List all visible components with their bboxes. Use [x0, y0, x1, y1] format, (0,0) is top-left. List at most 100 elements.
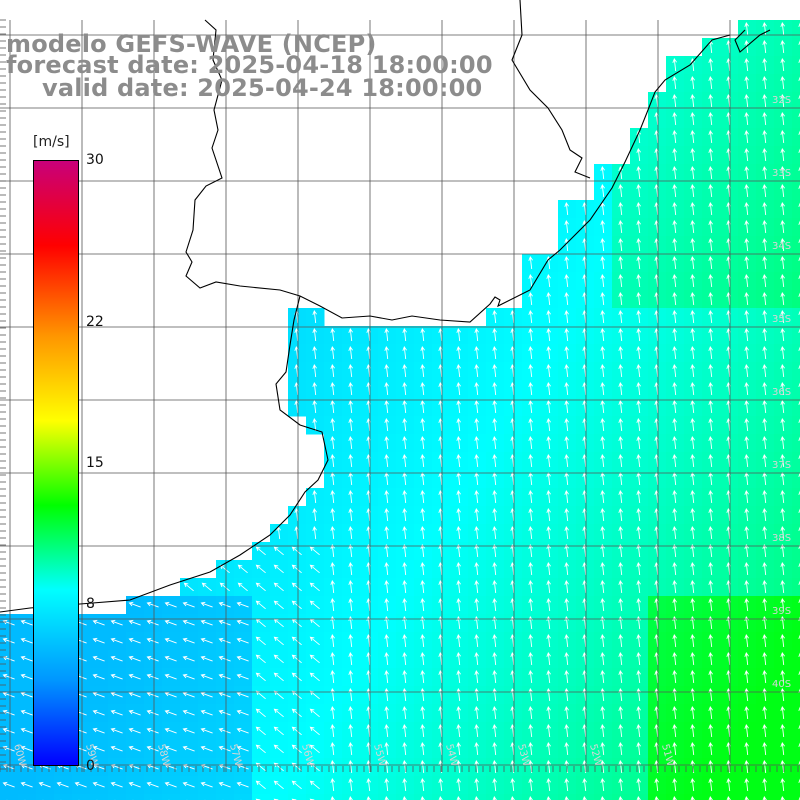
wind-arrow: [402, 760, 407, 774]
wind-arrow: [309, 636, 320, 646]
wind-arrow: [146, 691, 159, 698]
wind-arrow: [348, 328, 353, 342]
wind-arrow: [708, 436, 713, 450]
wind-arrow: [330, 544, 335, 558]
wind-arrow: [146, 655, 159, 662]
wind-arrow: [798, 778, 800, 783]
wind-arrow: [348, 652, 353, 666]
speed-cell: [0, 794, 19, 800]
wind-arrow: [492, 670, 497, 684]
wind-arrow: [492, 508, 497, 522]
wind-arrow: [708, 130, 713, 144]
wind-arrow: [672, 490, 677, 504]
wind-arrow: [618, 652, 623, 666]
wind-arrow: [636, 454, 641, 468]
wind-arrow: [564, 382, 569, 396]
wind-arrow: [564, 724, 569, 738]
wind-arrow: [636, 238, 641, 252]
wind-arrow: [330, 688, 335, 702]
wind-arrow: [708, 544, 713, 558]
graticule: [0, 19, 800, 772]
speed-cell: [648, 794, 667, 800]
wind-arrow: [672, 94, 677, 108]
wind-arrow: [420, 742, 425, 756]
wind-arrow: [780, 490, 785, 504]
wind-arrow: [309, 726, 320, 736]
wind-arrow: [402, 382, 407, 396]
wind-arrow: [348, 580, 353, 594]
wind-arrow: [798, 22, 800, 27]
wind-arrow: [744, 544, 749, 558]
wind-arrow: [330, 328, 335, 342]
wind-arrow: [255, 726, 266, 736]
wind-arrow: [456, 364, 461, 378]
wind-arrow: [402, 634, 407, 648]
wind-arrow: [528, 310, 533, 324]
wind-arrow: [600, 778, 605, 792]
wind-arrow: [798, 364, 800, 369]
wind-arrow: [618, 364, 623, 378]
speed-cell: [468, 794, 487, 800]
wind-arrow: [474, 418, 479, 432]
speed-cell: [216, 794, 235, 800]
wind-arrow: [546, 508, 551, 522]
wind-arrow: [384, 526, 389, 540]
wind-arrow: [546, 418, 551, 432]
wind-arrow: [546, 760, 551, 774]
speed-cell: [180, 794, 199, 800]
wind-arrow: [546, 526, 551, 540]
wind-arrow: [402, 436, 407, 450]
wind-arrow: [564, 238, 569, 252]
wind-arrow: [744, 598, 749, 612]
wind-arrow: [38, 781, 51, 788]
wind-arrow: [348, 598, 353, 612]
wind-arrow: [200, 601, 213, 608]
wind-arrow: [330, 454, 335, 468]
wind-arrow: [780, 382, 785, 396]
wind-arrow: [780, 94, 785, 108]
wind-arrow: [744, 274, 749, 288]
wind-arrow: [146, 601, 159, 608]
wind-arrow: [200, 655, 213, 662]
wind-arrow: [546, 580, 551, 594]
wind-arrow: [291, 546, 302, 556]
wind-arrow: [546, 490, 551, 504]
wind-arrow: [654, 778, 659, 792]
wind-arrow: [348, 490, 353, 504]
wind-arrow: [546, 310, 551, 324]
wind-arrow: [182, 709, 195, 716]
latitude-label: 32S: [772, 95, 791, 106]
wind-arrow: [798, 742, 800, 747]
speed-cell: [522, 794, 541, 800]
wind-arrow: [780, 598, 785, 612]
wind-arrow: [546, 598, 551, 612]
wind-arrow: [218, 619, 231, 626]
wind-arrow: [600, 220, 605, 234]
wind-arrow: [528, 634, 533, 648]
wind-arrow: [798, 634, 800, 639]
wind-arrow: [164, 619, 177, 626]
wind-arrow: [762, 400, 767, 414]
wind-arrow: [672, 382, 677, 396]
wind-arrow: [636, 382, 641, 396]
wind-arrow: [546, 346, 551, 360]
wind-arrow: [564, 436, 569, 450]
wind-arrow: [456, 742, 461, 756]
wind-arrow: [780, 112, 785, 126]
wind-arrow: [402, 598, 407, 612]
speed-cell: [792, 326, 800, 345]
wind-arrow: [20, 781, 33, 788]
speed-cell: [558, 794, 577, 800]
wind-arrow: [780, 688, 785, 702]
wind-arrow: [798, 706, 800, 711]
speed-cell: [360, 794, 379, 800]
wind-arrow: [636, 346, 641, 360]
wind-arrow: [762, 130, 767, 144]
wind-arrow: [492, 436, 497, 450]
wind-arrow: [798, 418, 800, 423]
wind-arrow: [618, 508, 623, 522]
wind-arrow: [146, 619, 159, 626]
wind-arrow: [618, 400, 623, 414]
wind-arrow: [600, 310, 605, 324]
wind-arrow: [798, 490, 800, 495]
